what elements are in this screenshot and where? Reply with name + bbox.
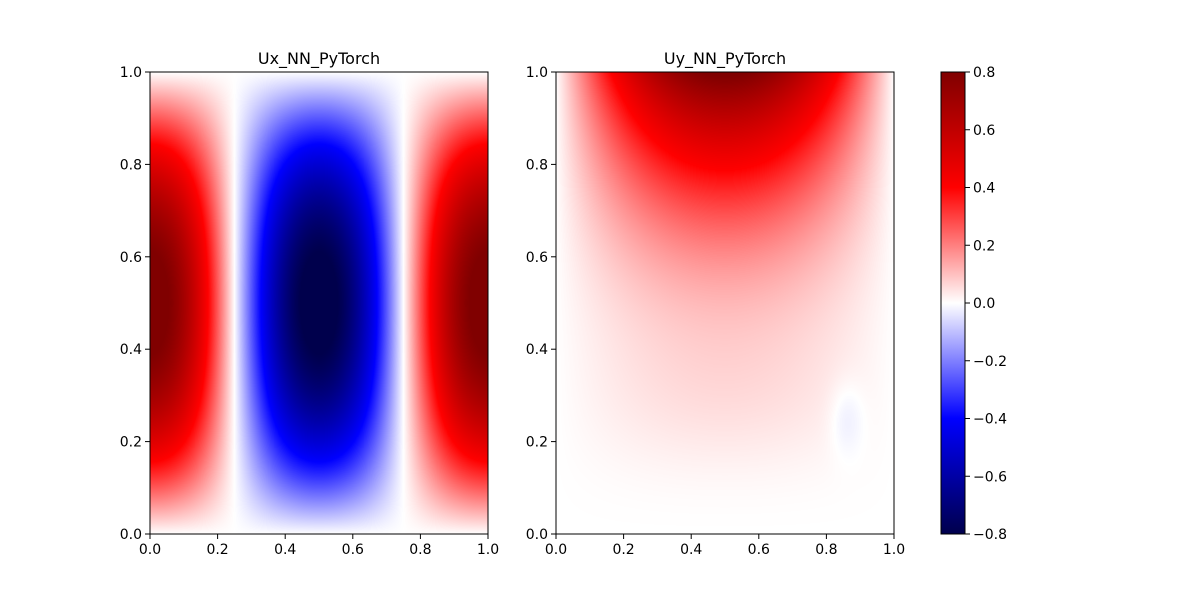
xtick-label-uy: 0.2 (612, 542, 634, 558)
axes-frame-uy (555, 71, 895, 535)
ytick-label-uy: 0.8 (526, 157, 548, 173)
colorbar-tick-label: −0.2 (973, 354, 1007, 370)
xtick-label-uy: 1.0 (883, 542, 905, 558)
xtick-label-ux: 0.8 (409, 542, 431, 558)
colorbar-tick-label: −0.6 (973, 469, 1007, 485)
plot-ux: Ux_NN_PyTorch 0.0 0.2 0.4 0.6 0.8 1.00.00.20.… (120, 49, 499, 558)
colorbar-gradient (941, 72, 965, 534)
heatmap-uy (556, 72, 894, 534)
ytick-label-uy: 0.6 (526, 250, 548, 266)
ticks-ux: 0.0 0.2 0.4 0.6 0.8 1.0 0.0 0.2 0.4 0.6 0.8 1.0 (120, 65, 499, 558)
axes-frame-ux (149, 71, 489, 535)
plot-uy: Uy_NN_PyTorch 0.0 0.2 0.4 0.6 0.8 1.00.00.20.… (526, 49, 905, 558)
colorbar-tick-label: −0.4 (973, 412, 1007, 428)
heatmap-ux (150, 72, 488, 534)
ytick-label-ux: 0.0 (120, 527, 142, 543)
ticks-uy: 0.0 0.2 0.4 0.6 0.8 1.0 0.0 0.2 0.4 0.6 0.8 1.0 (526, 65, 905, 558)
xtick-label-uy: 0.0 (545, 542, 567, 558)
colorbar-tick-label: 0.4 (973, 181, 995, 197)
xtick-label-uy: 0.8 (815, 542, 837, 558)
xtick-label-ux: 0.6 (342, 542, 364, 558)
colorbar-tick-label: 0.2 (973, 238, 995, 254)
colorbar-tick-label: 0.6 (973, 123, 995, 139)
ytick-label-ux: 0.4 (120, 342, 142, 358)
xtick-label-ux: 0.2 (206, 542, 228, 558)
colorbar-ticks: 0.8 0.6 0.4 0.2 0.0 −0.2 −0.4 −0.6 −0.8 (965, 65, 1007, 543)
xtick-label-ux: 1.0 (477, 542, 499, 558)
colorbar-tick-label: 0.8 (973, 65, 995, 81)
ytick-label-ux: 0.8 (120, 157, 142, 173)
colorbar: 0.8 0.6 0.4 0.2 0.0 −0.2 −0.4 −0.6 −0.8 (940, 65, 1007, 543)
ytick-label-ux: 0.6 (120, 250, 142, 266)
ytick-label-uy: 0.0 (526, 527, 548, 543)
xtick-label-ux: 0.0 (139, 542, 161, 558)
ytick-label-uy: 1.0 (526, 65, 548, 81)
colorbar-tick-label: 0.0 (973, 296, 995, 312)
ytick-label-ux: 0.2 (120, 435, 142, 451)
ytick-label-ux: 1.0 (120, 65, 142, 81)
title-uy: Uy_NN_PyTorch (664, 49, 786, 69)
xtick-label-uy: 0.6 (748, 542, 770, 558)
title-ux: Ux_NN_PyTorch (258, 49, 380, 69)
colorbar-tick-label: −0.8 (973, 527, 1007, 543)
ytick-label-uy: 0.4 (526, 342, 548, 358)
xtick-label-uy: 0.4 (680, 542, 702, 558)
ytick-label-uy: 0.2 (526, 435, 548, 451)
xtick-label-ux: 0.4 (274, 542, 296, 558)
